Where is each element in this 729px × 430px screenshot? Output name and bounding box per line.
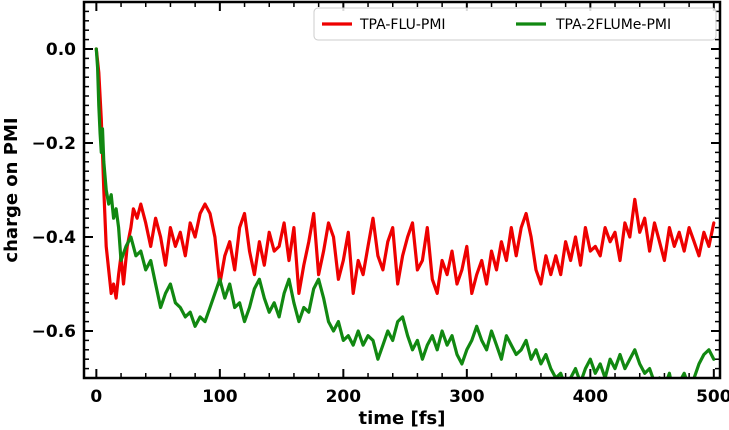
x-tick-label: 500 bbox=[696, 387, 729, 407]
plot-frame bbox=[82, 0, 722, 380]
x-tick-label: 0 bbox=[90, 387, 102, 407]
legend: TPA-FLU-PMI TPA-2FLUMe-PMI bbox=[313, 7, 717, 41]
x-tick-label: 400 bbox=[573, 387, 609, 407]
legend-label-2: TPA-2FLUMe-PMI bbox=[555, 17, 671, 33]
x-tick-label: 300 bbox=[449, 387, 485, 407]
x-tick-label: 200 bbox=[326, 387, 362, 407]
series-layer bbox=[94, 47, 716, 378]
y-axis-title: charge on PMI bbox=[1, 117, 22, 262]
tick-labels-layer: 0 100 200 300 400 500 0.0 −0.2 −0.4 −0.6 bbox=[32, 40, 729, 407]
y-tick-label: −0.6 bbox=[32, 322, 76, 342]
x-tick-label: 100 bbox=[202, 387, 238, 407]
ticks-layer bbox=[84, 1, 720, 378]
series-line-2 bbox=[94, 47, 716, 378]
y-tick-label: −0.2 bbox=[32, 134, 76, 154]
series-line-1 bbox=[94, 47, 716, 300]
x-axis-title: time [fs] bbox=[358, 408, 445, 429]
y-tick-label: −0.4 bbox=[32, 228, 77, 248]
legend-box bbox=[313, 7, 717, 41]
y-tick-label: 0.0 bbox=[46, 40, 76, 60]
legend-label-1: TPA-FLU-PMI bbox=[359, 17, 446, 33]
